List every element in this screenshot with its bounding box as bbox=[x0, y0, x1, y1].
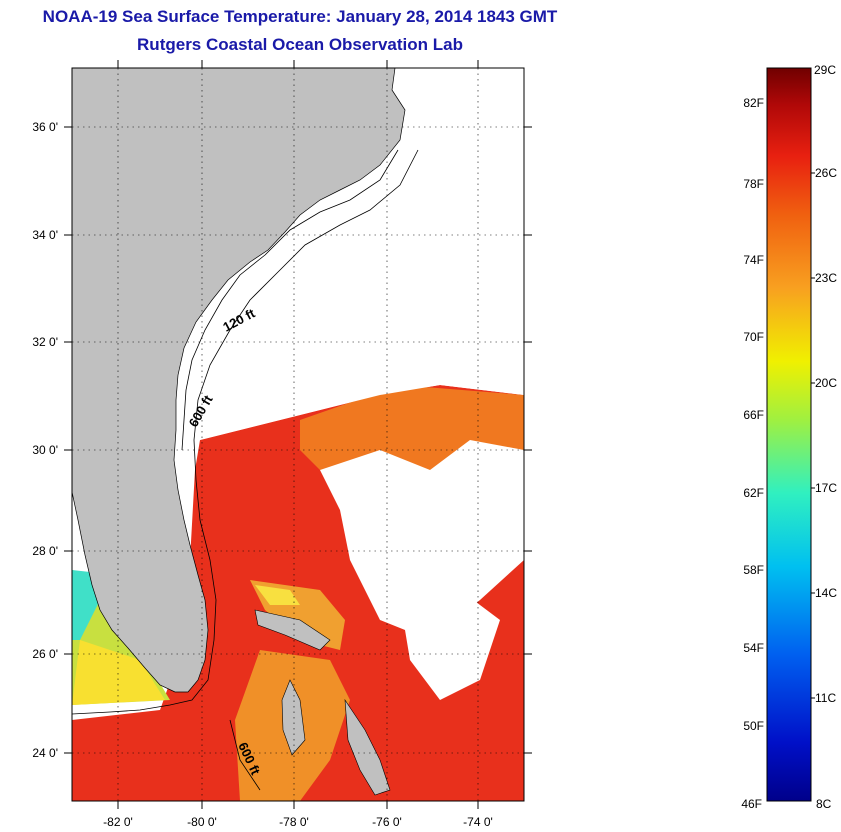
cloud-mask-2 bbox=[400, 590, 500, 700]
bahamas-island-1 bbox=[254, 609, 331, 651]
lon-label-80: -80 0' bbox=[187, 815, 217, 829]
lon-label-76: -76 0' bbox=[372, 815, 402, 829]
colorbar-c-26: 26C bbox=[815, 166, 837, 180]
lat-label-30: 30 0' bbox=[32, 443, 58, 457]
lat-label-28: 28 0' bbox=[32, 544, 58, 558]
colorbar-f-74: 74F bbox=[743, 253, 764, 267]
lat-label-26: 26 0' bbox=[32, 647, 58, 661]
cloud-mask-1 bbox=[320, 440, 524, 640]
lon-label-78: -78 0' bbox=[279, 815, 309, 829]
colorbar-celsius-ticks bbox=[811, 172, 815, 699]
us-mainland-land bbox=[72, 68, 406, 693]
map-subtitle: Rutgers Coastal Ocean Observation Lab bbox=[137, 35, 463, 54]
lat-label-24: 24 0' bbox=[32, 746, 58, 760]
lat-label-32: 32 0' bbox=[32, 335, 58, 349]
shallow-bank-water bbox=[255, 585, 300, 605]
bahamas-island-3 bbox=[344, 698, 391, 796]
colorbar-c-11: 11C bbox=[815, 691, 836, 705]
colorbar-c-17: 17C bbox=[815, 481, 837, 495]
colorbar-c-8: 8C bbox=[816, 797, 832, 811]
lon-label-82: -82 0' bbox=[103, 815, 133, 829]
colorbar-c-29: 29C bbox=[814, 63, 836, 77]
colorbar-f-70: 70F bbox=[743, 330, 764, 344]
colorbar-f-66: 66F bbox=[743, 408, 764, 422]
bahamas-island-2 bbox=[281, 679, 306, 756]
colorbar-f-82: 82F bbox=[743, 96, 764, 110]
colorbar-f-58: 58F bbox=[743, 563, 764, 577]
longitude-ticks bbox=[117, 60, 479, 809]
latitude-ticks bbox=[64, 126, 532, 754]
temperature-colorbar bbox=[766, 67, 812, 802]
colorbar-f-50: 50F bbox=[743, 719, 764, 733]
colorbar-f-78: 78F bbox=[743, 177, 764, 191]
colorbar-c-23: 23C bbox=[815, 271, 837, 285]
colorbar-f-62: 62F bbox=[743, 486, 764, 500]
colorbar-c-14: 14C bbox=[815, 586, 837, 600]
lat-label-34: 34 0' bbox=[32, 228, 58, 242]
isobath-120ft bbox=[181, 149, 399, 451]
graticule bbox=[72, 68, 524, 801]
colorbar-c-20: 20C bbox=[815, 376, 837, 390]
lon-label-74: -74 0' bbox=[463, 815, 493, 829]
map-title: NOAA-19 Sea Surface Temperature: January… bbox=[42, 7, 558, 26]
isobath-600ft-south bbox=[229, 719, 261, 791]
colorbar-f-54: 54F bbox=[743, 641, 764, 655]
map-border bbox=[71, 67, 525, 802]
gulf-yellow-water bbox=[72, 640, 165, 705]
lat-label-36: 36 0' bbox=[32, 120, 58, 134]
map-content: 120 ft 600 ft 600 ft bbox=[72, 68, 524, 801]
isobath-600ft bbox=[72, 149, 419, 715]
colorbar-f-46: 46F bbox=[741, 797, 762, 811]
